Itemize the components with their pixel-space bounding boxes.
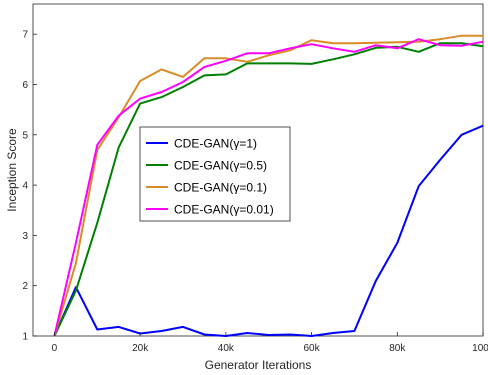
x-tick-label: 80k	[389, 343, 406, 354]
x-tick-label: 0	[52, 343, 58, 354]
x-tick-label: 20k	[132, 343, 149, 354]
legend: CDE-GAN(γ=1) CDE-GAN(γ=0.5) CDE-GAN(γ=0.1)…	[139, 126, 291, 222]
series-layer	[53, 34, 484, 337]
y-tick-label: 6	[22, 80, 28, 91]
legend-label-4: CDE-GAN(γ=0.01)	[174, 203, 274, 217]
series-line-4	[53, 38, 484, 337]
y-tick-label: 7	[22, 30, 28, 41]
y-tick-label: 3	[22, 231, 28, 242]
x-tick-label: 60k	[304, 343, 321, 354]
y-tick-label: 4	[22, 181, 28, 192]
series-line-2	[53, 42, 484, 337]
legend-label-2: CDE-GAN(γ=0.5)	[174, 159, 267, 173]
x-axis: 0 20k 40k 60k 80k 100k	[52, 332, 488, 354]
legend-label-1: CDE-GAN(γ=1)	[174, 137, 257, 151]
y-axis-label: Inception Score	[5, 128, 19, 212]
legend-label-3: CDE-GAN(γ=0.1)	[174, 181, 267, 195]
y-tick-label: 5	[22, 130, 28, 141]
x-tick-label: 100k	[472, 343, 488, 354]
x-tick-label: 40k	[218, 343, 235, 354]
y-tick-label: 1	[22, 332, 28, 343]
y-axis: 1 2 3 4 5 6 7	[22, 30, 37, 343]
series-line-1	[53, 124, 484, 337]
x-axis-label: Generator Iterations	[205, 358, 312, 372]
y-tick-label: 2	[22, 281, 28, 292]
